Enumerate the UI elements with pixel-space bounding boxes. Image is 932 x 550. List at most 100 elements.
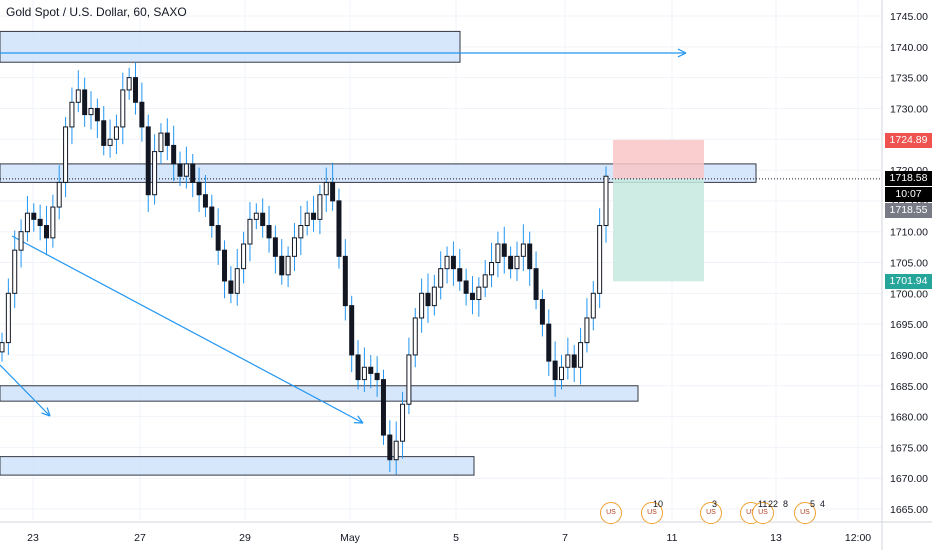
candle-body — [241, 243, 247, 270]
candle-body — [584, 317, 590, 344]
reference-price-label: 1718.55 — [885, 203, 932, 218]
candle-body — [152, 151, 158, 196]
trend-arrow-head — [41, 412, 51, 417]
price-tick-label: 1700.00 — [890, 288, 928, 300]
trend-arrow-head — [46, 407, 51, 417]
candle-body — [361, 366, 367, 381]
candle-body — [164, 132, 170, 146]
candle-body — [342, 255, 348, 307]
candle-body — [222, 249, 228, 282]
candle-body — [323, 181, 329, 196]
candle-body — [355, 354, 361, 381]
candle-body — [272, 237, 278, 257]
price-tick-label: 1740.00 — [890, 42, 928, 54]
candle-body — [400, 403, 406, 442]
candle-body — [279, 255, 285, 276]
candle-body — [406, 354, 412, 405]
price-tick-label: 1685.00 — [890, 381, 928, 393]
candle-body — [5, 292, 11, 344]
candle-body — [578, 342, 584, 368]
candle-body — [88, 107, 94, 116]
candle-body — [133, 77, 139, 103]
price-tick-label: 1735.00 — [890, 73, 928, 85]
time-tick-label: 12:00 — [845, 532, 871, 544]
candle-body — [202, 194, 208, 208]
candle-body — [113, 126, 119, 140]
candle-body — [247, 218, 253, 245]
stop-loss-rect — [613, 139, 704, 179]
candle-body — [469, 292, 475, 300]
candle-body — [412, 317, 418, 356]
event-count: 4 — [820, 499, 826, 509]
candle-body — [12, 249, 18, 294]
candle-body — [253, 212, 259, 220]
candle-body — [317, 194, 323, 220]
candle-body — [438, 268, 444, 288]
candle-body — [419, 292, 425, 319]
candle-body — [463, 280, 469, 294]
candle-body — [330, 181, 336, 202]
candle-body — [520, 243, 526, 257]
trend-arrow — [11, 235, 364, 424]
time-tick-label: 7 — [562, 532, 568, 544]
candle-body — [31, 212, 37, 220]
event-flag-icon[interactable]: US — [600, 502, 622, 524]
price-tick-label: 1695.00 — [890, 319, 928, 331]
price-tick-label: 1745.00 — [890, 11, 928, 23]
trend-arrow-head — [357, 415, 364, 424]
candle-body — [101, 120, 107, 146]
event-count: 22 — [768, 499, 779, 509]
candle-body — [431, 286, 437, 307]
candle-body — [260, 212, 266, 227]
event-count: 5 — [810, 499, 816, 509]
time-tick-label: 27 — [134, 532, 146, 544]
candle-body — [527, 243, 533, 270]
candle-body — [368, 366, 374, 374]
candle-body — [552, 360, 558, 381]
event-count: 10 — [653, 499, 664, 509]
candle-body — [489, 262, 495, 276]
event-flag-icon[interactable]: US — [641, 502, 663, 524]
horizontal-arrow-head — [677, 48, 687, 54]
candle-body — [311, 212, 317, 220]
candle-body — [514, 255, 520, 270]
event-count: 3 — [712, 499, 718, 509]
price-tick-label: 1730.00 — [890, 103, 928, 115]
candle-body — [603, 175, 609, 227]
event-flag-icon[interactable]: US — [752, 502, 774, 524]
candle-body — [158, 132, 164, 153]
candle-body — [558, 366, 564, 381]
candle-body — [336, 200, 342, 257]
candle-body — [266, 225, 272, 239]
zone-rect — [0, 456, 475, 476]
last-price-label: 1718.58 — [885, 171, 932, 186]
candle-body — [298, 225, 304, 239]
candle-body — [63, 126, 69, 183]
candle-body — [533, 268, 539, 300]
candle-body — [190, 163, 196, 183]
zone-rect — [0, 30, 461, 63]
candle-body — [183, 163, 189, 177]
chart-title: Gold Spot / U.S. Dollar, 60, SAXO — [6, 5, 187, 19]
candle-body — [24, 212, 30, 233]
candle-body — [0, 342, 5, 353]
candle-body — [476, 286, 482, 300]
price-tick-label: 1670.00 — [890, 473, 928, 485]
time-tick-label: May — [340, 532, 361, 544]
zone-rect — [0, 163, 757, 183]
candle-body — [139, 101, 145, 128]
price-tick-label: 1675.00 — [890, 442, 928, 454]
price-tick-label: 1665.00 — [890, 504, 928, 516]
event-flag-icon[interactable]: US — [794, 502, 816, 524]
event-flag-icon[interactable]: US — [700, 502, 722, 524]
time-tick-label: 29 — [239, 532, 251, 544]
countdown-label: 10:07 — [885, 187, 932, 202]
candle-body — [120, 89, 126, 128]
candle-body — [349, 305, 355, 356]
price-tick-label: 1710.00 — [890, 227, 928, 239]
candle-body — [171, 144, 177, 165]
candle-body — [56, 181, 62, 208]
candle-body — [425, 292, 431, 307]
